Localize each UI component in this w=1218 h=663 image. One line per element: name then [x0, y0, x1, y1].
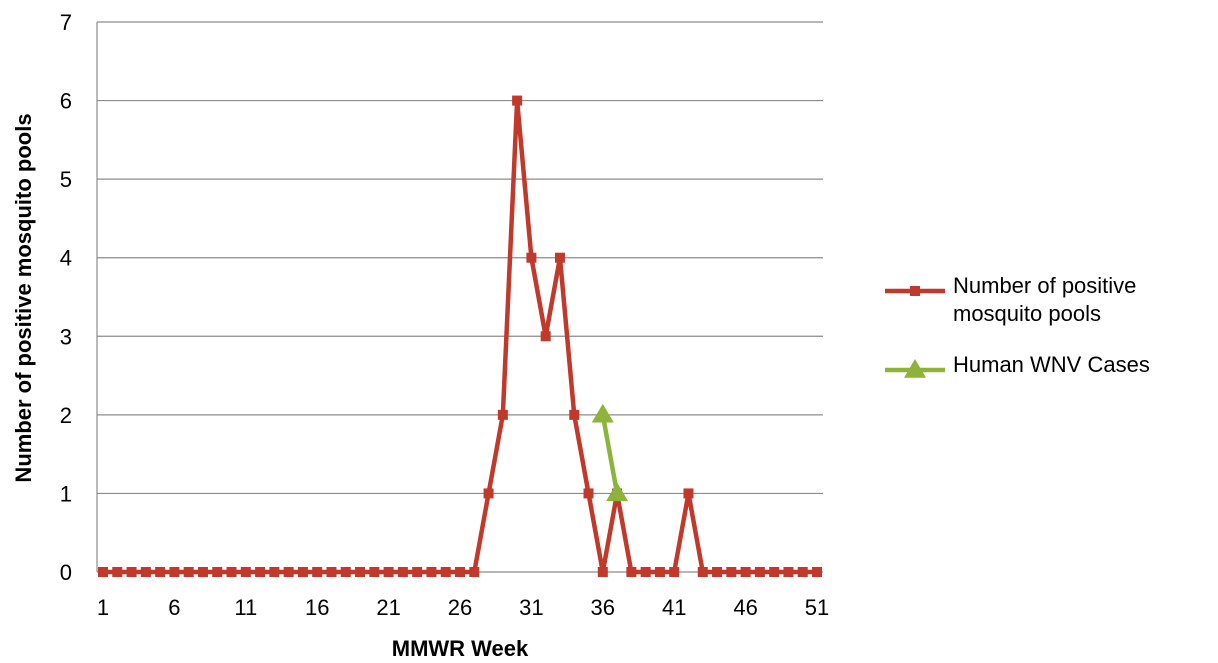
y-tick-label: 1: [60, 481, 72, 506]
data-point: [712, 567, 723, 577]
data-point: [197, 567, 208, 577]
data-point: [397, 567, 408, 577]
legend-label-line: Number of positive: [953, 273, 1136, 298]
data-point: [340, 567, 351, 577]
data-point: [797, 567, 808, 577]
series-1: [98, 95, 822, 577]
x-tick-labels: 1 6 11 16 21 26 31 36 41 46 51: [97, 595, 829, 620]
data-point: [654, 567, 665, 577]
data-point: [383, 567, 394, 577]
data-point: [255, 567, 266, 577]
x-tick-label: 46: [733, 595, 757, 620]
data-point: [697, 567, 708, 577]
data-point: [497, 409, 508, 420]
data-point: [683, 488, 694, 499]
data-point: [554, 252, 565, 263]
y-axis-title: Number of positive mosquito pools: [11, 113, 36, 482]
legend-label-line: mosquito pools: [953, 301, 1101, 326]
y-tick-label: 4: [60, 246, 72, 271]
data-point: [155, 567, 166, 577]
data-point: [412, 567, 423, 577]
data-point: [754, 567, 765, 577]
data-point: [669, 567, 680, 577]
y-tick-label: 7: [60, 10, 72, 35]
data-point: [326, 567, 337, 577]
legend-marker: [904, 359, 926, 378]
x-tick-label: 16: [305, 595, 329, 620]
data-point: [726, 567, 737, 577]
data-point: [126, 567, 137, 577]
data-point: [769, 567, 780, 577]
x-tick-label: 6: [168, 595, 180, 620]
data-point: [355, 567, 366, 577]
axes: [96, 22, 823, 573]
y-tick-label: 0: [60, 560, 72, 585]
data-point: [369, 567, 380, 577]
x-tick-label: 11: [234, 595, 257, 620]
series: [98, 95, 822, 577]
data-point: [740, 567, 751, 577]
data-point: [812, 567, 822, 577]
series-2: [591, 403, 629, 502]
x-tick-label: 51: [805, 595, 829, 620]
y-tick-label: 6: [60, 89, 72, 114]
data-point: [269, 567, 280, 577]
data-point: [212, 567, 223, 577]
x-tick-label: 1: [97, 595, 109, 620]
legend-label: Human WNV Cases: [953, 352, 1150, 377]
legend-marker: [910, 286, 920, 296]
data-point: [526, 252, 537, 263]
data-point: [483, 488, 494, 499]
x-tick-label: 26: [448, 595, 472, 620]
data-point: [140, 567, 151, 577]
data-point: [606, 482, 629, 502]
data-point: [297, 567, 308, 577]
data-point: [226, 567, 237, 577]
gridlines: [97, 21, 823, 495]
data-point: [283, 567, 294, 577]
legend: Number of positive mosquito pools Human WN…: [885, 273, 1150, 378]
y-tick-label: 2: [60, 403, 72, 428]
legend-label: Number of positive mosquito pools: [953, 273, 1136, 326]
data-point: [783, 567, 794, 577]
data-point: [540, 331, 551, 342]
y-tick-labels: 0 1 2 3 4 5 6 7: [60, 10, 72, 585]
data-point: [597, 567, 608, 577]
x-tick-label: 31: [519, 595, 543, 620]
data-point: [583, 488, 594, 499]
data-point: [426, 567, 437, 577]
legend-entry-2: Human WNV Cases: [885, 352, 1150, 378]
data-point: [455, 567, 465, 577]
x-axis-title: MMWR Week: [392, 636, 529, 661]
data-point: [440, 567, 451, 577]
x-tick-label: 36: [591, 595, 615, 620]
series-line: [600, 412, 620, 496]
data-point: [169, 567, 180, 577]
data-point: [626, 567, 637, 577]
data-point: [183, 567, 194, 577]
data-point: [640, 567, 651, 577]
y-tick-label: 3: [60, 324, 72, 349]
data-point: [240, 567, 251, 577]
x-tick-label: 41: [662, 595, 686, 620]
data-point: [112, 567, 123, 577]
data-point: [569, 409, 580, 420]
x-tick-label: 21: [376, 595, 400, 620]
data-point: [469, 567, 480, 577]
data-point: [591, 403, 614, 423]
legend-label-line: Human WNV Cases: [953, 352, 1150, 377]
y-tick-label: 5: [60, 167, 72, 192]
data-point: [312, 567, 323, 577]
legend-entry-1: Number of positive mosquito pools: [885, 273, 1136, 326]
data-point: [98, 567, 108, 577]
data-point: [512, 95, 523, 106]
